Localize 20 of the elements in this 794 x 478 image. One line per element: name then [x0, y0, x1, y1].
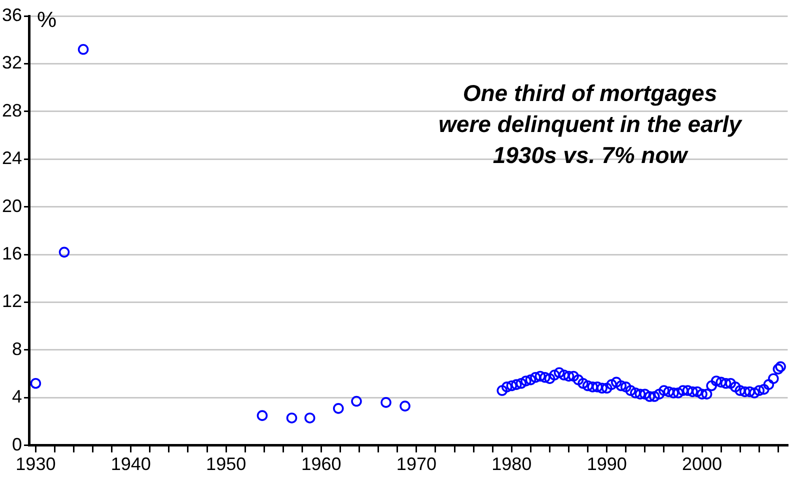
x-tick-label: 1940	[110, 454, 151, 474]
y-tick-label: 36	[2, 4, 22, 25]
y-tick-label: 12	[2, 291, 22, 312]
y-tick-label: 8	[12, 338, 22, 359]
x-tick-label: 1970	[396, 454, 436, 474]
y-tick-label: 32	[2, 52, 22, 73]
annotation: One third of mortgages were delinquent in the early 1930s vs. 7% now	[438, 79, 742, 170]
y-tick-label: 0	[12, 434, 22, 454]
y-tick-label: 24	[2, 148, 22, 168]
x-tick-label: 1990	[586, 454, 627, 474]
x-tick-label: 1950	[206, 454, 246, 474]
y-axis-title: %	[37, 7, 57, 32]
y-tick-label: 16	[2, 244, 22, 264]
x-tick-label: 1960	[301, 454, 342, 474]
x-tick-label: 1980	[492, 454, 532, 474]
y-tick-label: 4	[12, 386, 22, 407]
x-tick-label: 2000	[682, 454, 722, 474]
y-tick-label: 28	[2, 100, 22, 120]
y-tick-label: 20	[2, 196, 22, 216]
x-tick-label: 1930	[16, 454, 56, 474]
